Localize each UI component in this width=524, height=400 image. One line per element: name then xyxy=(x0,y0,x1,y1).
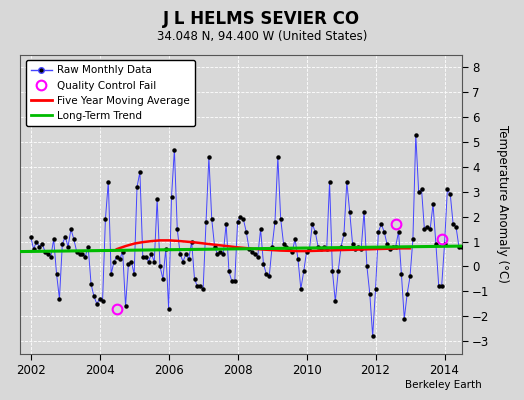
Text: J L HELMS SEVIER CO: J L HELMS SEVIER CO xyxy=(163,10,361,28)
Text: Berkeley Earth: Berkeley Earth xyxy=(406,380,482,390)
Legend: Raw Monthly Data, Quality Control Fail, Five Year Moving Average, Long-Term Tren: Raw Monthly Data, Quality Control Fail, … xyxy=(26,60,195,126)
Text: 34.048 N, 94.400 W (United States): 34.048 N, 94.400 W (United States) xyxy=(157,30,367,43)
Y-axis label: Temperature Anomaly (°C): Temperature Anomaly (°C) xyxy=(496,125,509,283)
